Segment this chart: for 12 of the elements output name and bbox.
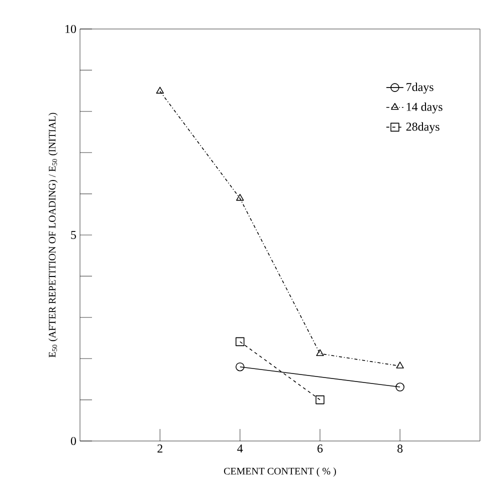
x-tick-label: 8 [397, 444, 403, 453]
legend-label: 14 days [406, 102, 442, 114]
y-tick-label: 0 [70, 436, 76, 446]
x-tick-label: 2 [158, 444, 162, 452]
x-tick-label: 6 [318, 444, 323, 453]
legend-label: 7days [406, 82, 434, 94]
y-tick-label: 5 [71, 231, 76, 239]
y-tick-label: 10 [66, 24, 76, 34]
x-axis-title: CEMENT CONTENT ( % ) [224, 467, 336, 477]
y-axis-title: E$_{50}$ (AFTER REPETITION OF LOADING) / E$_{50}$ (INITIAL) [48, 112, 58, 358]
legend-label: 28days [406, 122, 440, 134]
x-tick-label: 4 [237, 444, 243, 452]
